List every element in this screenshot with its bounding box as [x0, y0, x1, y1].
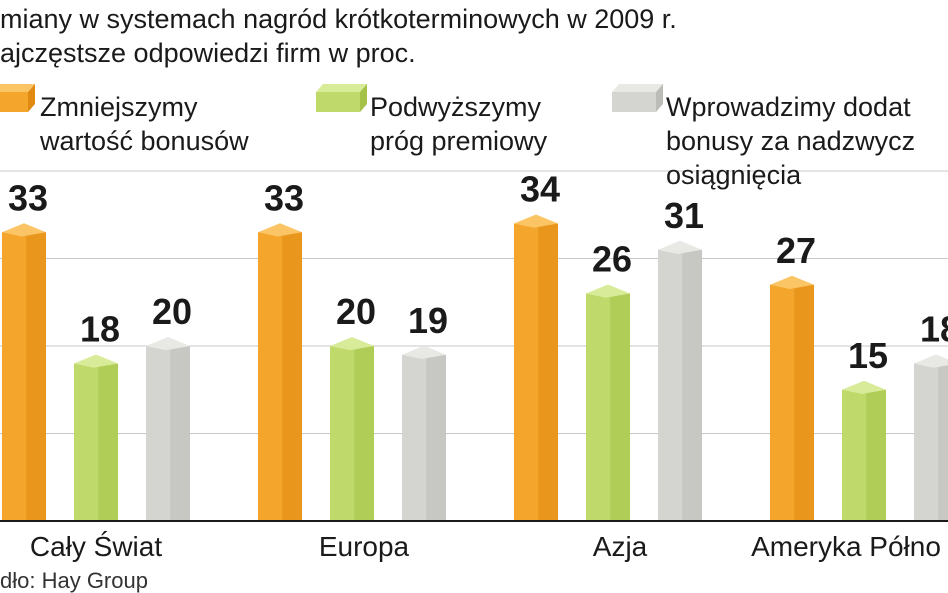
bar-orange-3 [770, 275, 814, 521]
category-label: Azja [593, 531, 648, 562]
bar-orange-0 [2, 223, 46, 521]
legend-label-gray: bonusy za nadzwycz [666, 126, 915, 156]
value-label-gray-0: 20 [152, 291, 192, 332]
value-label-green-0: 18 [80, 309, 120, 350]
bar-green-2 [586, 284, 630, 521]
value-label-gray-3: 18 [920, 309, 948, 350]
legend-label-orange: Zmniejszymy [40, 92, 198, 122]
value-label-green-2: 26 [592, 239, 632, 280]
legend-item-green: Podwyższymy próg premiowy [316, 84, 548, 156]
value-label-orange-0: 33 [8, 177, 48, 218]
legend-swatch-gray [612, 84, 663, 112]
bar-green-1 [330, 337, 374, 521]
legend-label-orange: wartość bonusów [39, 126, 249, 156]
category-labels: Cały Świat Europa Azja Ameryka Półno [30, 530, 941, 562]
legend-swatch-green [316, 84, 367, 112]
legend-label-gray: Wprowadzimy dodat [666, 92, 911, 122]
source-note: dło: Hay Group [0, 568, 148, 593]
legend-label-green: próg premiowy [370, 126, 548, 156]
bar-orange-1 [258, 223, 302, 521]
bar-gray-2 [658, 240, 702, 521]
bar-green-0 [74, 354, 118, 521]
bars [2, 214, 948, 521]
value-label-green-3: 15 [848, 335, 888, 376]
bar-gray-0 [146, 337, 190, 521]
category-label: Europa [319, 531, 410, 562]
value-label-orange-2: 34 [520, 169, 560, 210]
bar-gray-1 [402, 345, 446, 521]
bar-orange-2 [514, 214, 558, 521]
chart-subtitle: ajczęstsze odpowiedzi firm w proc. [0, 38, 416, 68]
value-label-green-1: 20 [336, 291, 376, 332]
value-labels: 33 18 20 33 20 19 34 26 31 27 15 18 [8, 169, 948, 376]
value-label-gray-1: 19 [408, 300, 448, 341]
value-label-orange-3: 27 [776, 230, 816, 271]
category-label: Cały Świat [30, 530, 162, 562]
legend-item-orange: Zmniejszymy wartość bonusów [0, 84, 249, 156]
category-label: Ameryka Półno [751, 531, 941, 562]
legend-label-green: Podwyższymy [370, 92, 542, 122]
bar-gray-3 [914, 354, 948, 521]
legend-swatch-orange [0, 84, 35, 112]
legend-item-gray: Wprowadzimy dodat bonusy za nadzwycz osiąg… [612, 84, 915, 190]
legend: Zmniejszymy wartość bonusów Podwyższymy pró… [0, 84, 915, 190]
value-label-orange-1: 33 [264, 177, 304, 218]
legend-label-gray: osiągnięcia [666, 160, 802, 190]
bar-green-3 [842, 380, 886, 521]
value-label-gray-2: 31 [664, 195, 704, 236]
chart-title: miany w systemach nagród krótkoterminowy… [0, 4, 677, 34]
